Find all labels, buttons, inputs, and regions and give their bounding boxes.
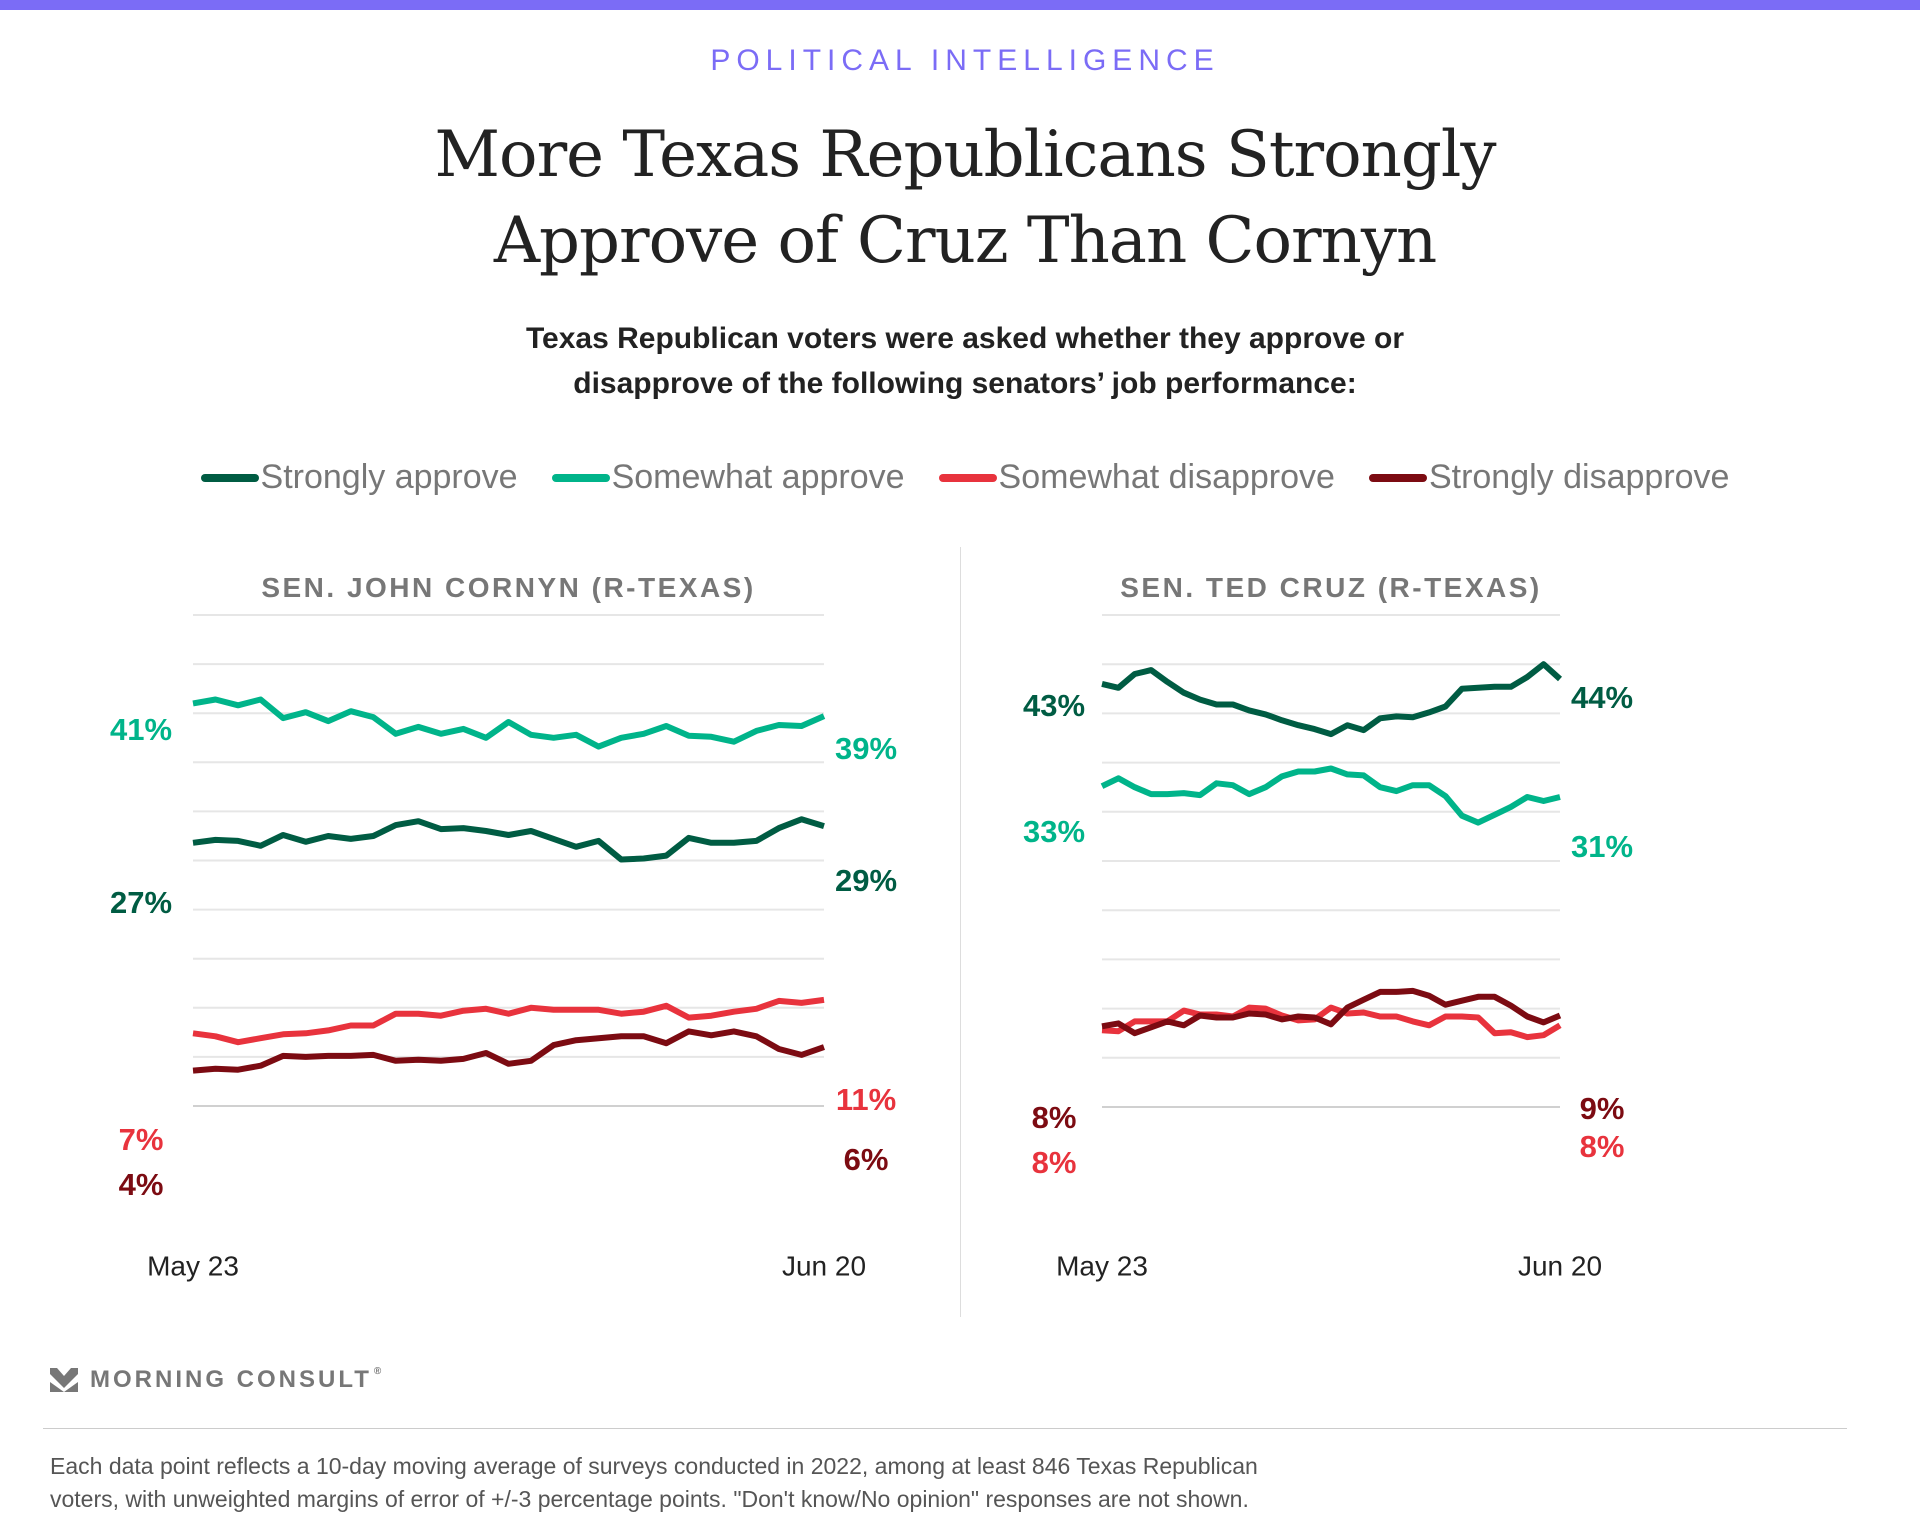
legend-swatch <box>938 473 997 482</box>
start-value-label: 4% <box>119 1167 164 1202</box>
footnote-line-2: voters, with unweighted margins of error… <box>50 1486 1249 1512</box>
subtitle-line-1: Texas Republican voters were asked wheth… <box>525 322 1405 355</box>
x-tick-label: Jun 20 <box>1518 1250 1602 1281</box>
start-value-label: 8% <box>1032 1145 1077 1180</box>
chart-subtitle: Texas Republican voters were asked wheth… <box>0 316 1920 406</box>
morning-consult-chevron-icon <box>50 1368 78 1392</box>
footnote: Each data point reflects a 10-day moving… <box>50 1450 1870 1516</box>
legend-label: Strongly disapprove <box>1428 458 1730 496</box>
legend-label: Somewhat approve <box>611 458 905 496</box>
end-value-label: 11% <box>836 1082 896 1117</box>
start-value-label: 41% <box>110 712 172 747</box>
title-line-2: Approve of Cruz Than Cornyn <box>493 204 1437 278</box>
series-line-strongly-disapprove <box>1101 987 1562 1037</box>
section-kicker: POLITICAL INTELLIGENCE <box>710 44 1220 77</box>
end-value-label: 39% <box>835 731 897 766</box>
end-value-label: 6% <box>844 1142 889 1177</box>
logo-text: MORNING CONSULT <box>90 1366 372 1393</box>
series-line-somewhat-approve <box>192 696 826 750</box>
legend-label: Somewhat disapprove <box>998 458 1335 496</box>
x-tick-label: May 23 <box>147 1250 239 1281</box>
legend-item-strongly-approve: Strongly approve <box>200 458 518 497</box>
chart-title: More Texas Republicans Strongly Approve … <box>0 112 1920 284</box>
start-value-label: 43% <box>1023 688 1085 723</box>
registered-mark: ® <box>373 1366 385 1377</box>
footer-rule <box>43 1428 1847 1429</box>
panel-title-cruz: SEN. TED CRUZ (R-TEXAS) <box>1120 572 1542 603</box>
legend-swatch <box>1368 473 1427 482</box>
legend-label: Strongly approve <box>260 458 518 496</box>
legend-item-somewhat-disapprove: Somewhat disapprove <box>938 458 1335 497</box>
series-line-strongly-approve <box>1101 661 1563 738</box>
series-line-somewhat-disapprove <box>1101 1004 1562 1041</box>
top-accent-bar <box>0 0 1920 10</box>
footnote-line-1: Each data point reflects a 10-day moving… <box>50 1453 1258 1479</box>
series-line-somewhat-approve <box>1100 765 1561 826</box>
start-value-label: 33% <box>1023 814 1085 849</box>
end-value-label: 31% <box>1571 829 1633 864</box>
start-value-label: 27% <box>110 885 172 920</box>
start-value-label: 7% <box>119 1122 164 1157</box>
series-line-strongly-disapprove <box>192 1028 825 1074</box>
morning-consult-logo: MORNING CONSULT ® <box>50 1366 384 1394</box>
series-line-strongly-approve <box>192 816 825 863</box>
legend-swatch <box>200 473 259 482</box>
end-value-label: 29% <box>835 863 897 898</box>
legend-item-strongly-disapprove: Strongly disapprove <box>1368 458 1730 497</box>
panel-divider <box>960 547 961 1317</box>
title-line-1: More Texas Republicans Strongly <box>434 118 1497 192</box>
legend-swatch <box>551 473 610 482</box>
x-tick-label: Jun 20 <box>782 1250 866 1281</box>
end-value-label: 8% <box>1580 1129 1625 1164</box>
end-value-label: 9% <box>1580 1091 1625 1126</box>
x-tick-label: May 23 <box>1056 1250 1148 1281</box>
start-value-label: 8% <box>1032 1100 1077 1135</box>
legend: Strongly approve Somewhat approve Somewh… <box>0 458 1920 497</box>
legend-item-somewhat-approve: Somewhat approve <box>551 458 905 497</box>
end-value-label: 44% <box>1571 680 1633 715</box>
series-line-somewhat-disapprove <box>192 996 825 1046</box>
panel-title-cornyn: SEN. JOHN CORNYN (R-TEXAS) <box>261 572 756 603</box>
subtitle-line-2: disapprove of the following senators’ jo… <box>573 367 1357 400</box>
